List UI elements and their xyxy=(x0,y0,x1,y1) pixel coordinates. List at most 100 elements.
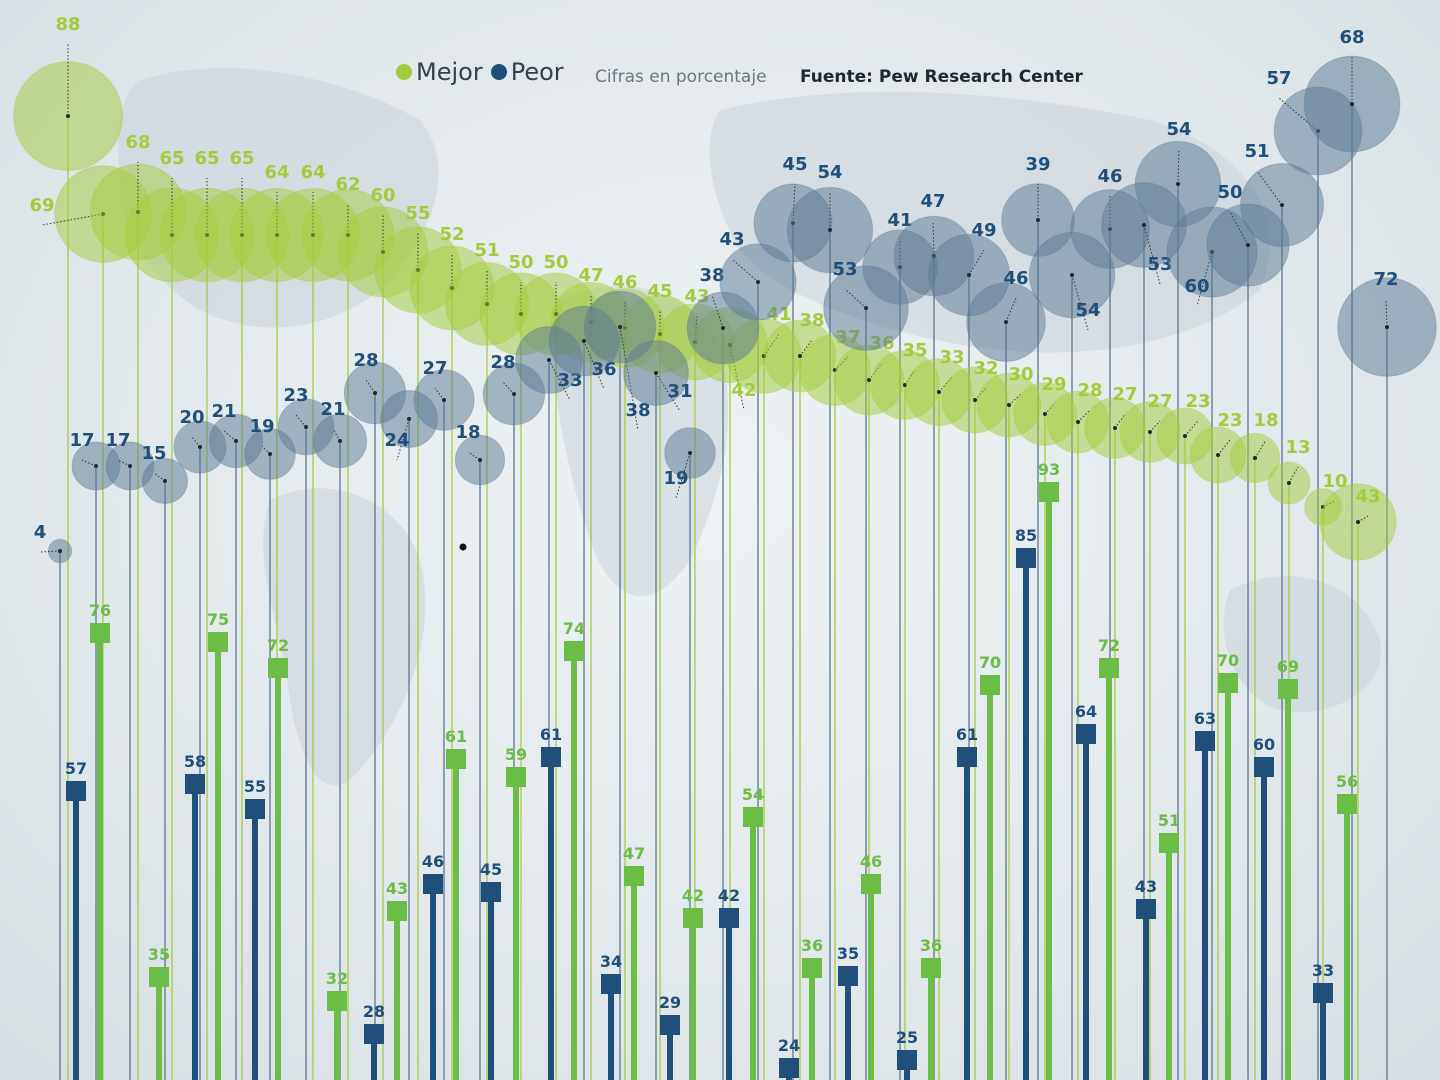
peor-bar xyxy=(1083,734,1089,1080)
mejor-bar xyxy=(631,876,637,1080)
mejor-bubble-label: 88 xyxy=(55,14,80,35)
mejor-bar-cap xyxy=(1099,658,1119,678)
mejor-bar-label: 61 xyxy=(445,727,467,746)
peor-bar xyxy=(252,809,258,1080)
mejor-bubble-label: 50 xyxy=(543,252,568,273)
mejor-leader-line xyxy=(1008,393,1022,406)
peor-leader-line xyxy=(81,459,97,467)
mejor-bar xyxy=(690,918,696,1080)
peor-bubble-label: 45 xyxy=(782,154,807,175)
peor-bubble-label: 24 xyxy=(384,430,409,451)
mejor-bubble-label: 30 xyxy=(1008,364,1033,385)
peor-bar-label: 42 xyxy=(718,886,740,905)
mejor-bubble-label: 18 xyxy=(1253,410,1278,431)
mejor-bar-label: 74 xyxy=(563,619,585,638)
mejor-bubble-label: 55 xyxy=(405,203,430,224)
peor-leader-line xyxy=(467,451,481,461)
mejor-legend-label: Mejor xyxy=(416,58,483,86)
peor-bar-cap xyxy=(897,1050,917,1070)
peor-bubble-label: 19 xyxy=(663,468,688,489)
source-credit: Fuente: Pew Research Center xyxy=(800,67,1083,87)
mejor-bubble-label: 13 xyxy=(1285,437,1310,458)
mejor-bubble-label: 29 xyxy=(1041,374,1066,395)
peor-bubble-label: 33 xyxy=(557,370,582,391)
legend: Mejor Peor xyxy=(396,58,572,86)
mejor-bar-label: 43 xyxy=(386,879,408,898)
mejor-bar-label: 42 xyxy=(682,886,704,905)
peor-bar xyxy=(548,757,554,1080)
peor-bar xyxy=(371,1034,377,1080)
peor-leader-line xyxy=(792,183,796,224)
peor-bar xyxy=(1023,558,1029,1080)
mejor-bar xyxy=(1046,492,1052,1080)
peor-bar xyxy=(73,791,79,1080)
peor-bar xyxy=(964,757,970,1080)
mejor-bar-label: 51 xyxy=(1158,811,1180,830)
peor-bubble-label: 60 xyxy=(1184,276,1209,297)
peor-bubbles: 4 17 17 15 20 21 19 23 21 28 24 27 18 28 33 36 38 31 19 38 4… xyxy=(34,27,1437,564)
mejor-bubble-label: 65 xyxy=(229,148,254,169)
peor-leader-line xyxy=(332,428,341,442)
peor-bubble-label: 43 xyxy=(719,229,744,250)
peor-bar-cap xyxy=(660,1015,680,1035)
mejor-bar-cap xyxy=(802,958,822,978)
mejor-bar-cap xyxy=(624,866,644,886)
peor-bubble-label: 19 xyxy=(249,416,274,437)
mejor-bubble-label: 64 xyxy=(264,162,289,183)
peor-bar xyxy=(726,918,732,1080)
mejor-leader-line xyxy=(1077,409,1091,423)
peor-leader-line xyxy=(548,359,571,401)
mejor-bar xyxy=(1106,668,1112,1080)
peor-bar-label: 57 xyxy=(65,759,87,778)
peor-leader-line xyxy=(365,379,376,394)
peor-leader-line xyxy=(1177,148,1180,185)
mejor-leader-line xyxy=(1149,420,1161,433)
mejor-bar-label: 59 xyxy=(505,745,527,764)
peor-bubble-label: 54 xyxy=(1166,119,1191,140)
peor-bubble-label: 28 xyxy=(490,352,515,373)
mejor-bar-label: 70 xyxy=(1217,651,1239,670)
peor-leader-line xyxy=(1385,298,1388,328)
mejor-bubble-label: 23 xyxy=(1217,410,1242,431)
mejor-bar xyxy=(1166,843,1172,1080)
peor-bar-cap xyxy=(1076,724,1096,744)
peor-leader-line xyxy=(968,249,985,276)
mejor-bar-cap xyxy=(683,908,703,928)
mejor-bubble-label: 50 xyxy=(508,252,533,273)
mejor-bubble-label: 23 xyxy=(1185,391,1210,412)
peor-bar xyxy=(1202,741,1208,1080)
mejor-bar-cap xyxy=(564,641,584,661)
landmass xyxy=(1223,576,1382,712)
mejor-bar xyxy=(809,968,815,1080)
mejor-bar-label: 47 xyxy=(623,844,645,863)
peor-leader-line xyxy=(1256,170,1283,206)
mejor-bar-cap xyxy=(921,958,941,978)
mejor-bubble-label: 33 xyxy=(939,347,964,368)
peor-leader-line xyxy=(675,452,691,499)
peor-bubble-label: 38 xyxy=(625,400,650,421)
peor-bar xyxy=(430,884,436,1080)
peor-leader-line xyxy=(434,387,445,401)
mejor-bar-label: 56 xyxy=(1336,772,1358,791)
peor-bar-cap xyxy=(957,747,977,767)
mejor-bar xyxy=(156,977,162,1080)
peor-bubble-label: 28 xyxy=(353,350,378,371)
mejor-bar-label: 69 xyxy=(1277,657,1299,676)
peor-bar-label: 61 xyxy=(956,725,978,744)
mejor-bar-cap xyxy=(506,767,526,787)
mejor-legend-dot xyxy=(396,64,412,80)
mejor-bubble-label: 35 xyxy=(902,340,927,361)
peor-bar-cap xyxy=(1254,757,1274,777)
peor-bubble-label: 36 xyxy=(591,359,616,380)
mejor-bar xyxy=(750,817,756,1080)
peor-leader-line xyxy=(191,436,201,448)
peor-leader-line xyxy=(655,372,681,412)
mejor-bar xyxy=(1344,804,1350,1080)
mejor-bar xyxy=(334,1001,340,1080)
peor-leader-line xyxy=(295,414,307,428)
mejor-bar-label: 36 xyxy=(801,936,823,955)
peor-leader-line xyxy=(223,430,237,442)
mejor-bar-label: 46 xyxy=(860,852,882,871)
mejor-bubble-label: 27 xyxy=(1147,391,1172,412)
